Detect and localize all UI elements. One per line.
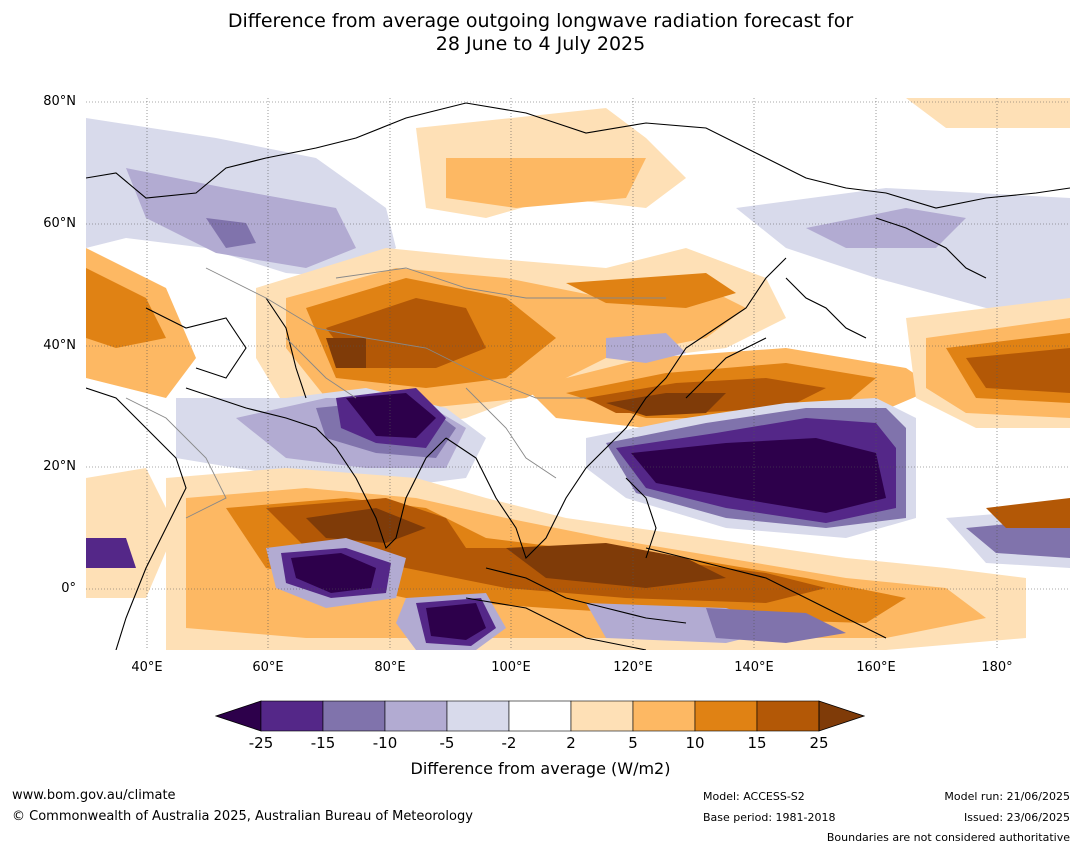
cbar-segment [756, 700, 820, 732]
cbar-tick-m25: -25 [248, 734, 274, 752]
model-run-text: Model run: 21/06/2025 [944, 790, 1070, 803]
cbar-tick-10: 10 [685, 734, 705, 752]
cbar-tick-m5: -5 [439, 734, 455, 752]
olr-anomaly-map [86, 98, 1070, 650]
lon-label-180: 180° [981, 660, 1013, 675]
cbar-segment [632, 700, 696, 732]
lat-label-20n: 20°N [43, 459, 76, 474]
lon-label-140e: 140°E [734, 660, 774, 675]
disclaimer-text: Boundaries are not considered authoritat… [826, 831, 1070, 844]
cbar-tick-25: 25 [809, 734, 829, 752]
cbar-extend-low [215, 700, 262, 732]
cbar-extend-high [818, 700, 865, 732]
lat-label-40n: 40°N [43, 338, 76, 353]
chart-title: Difference from average outgoing longwav… [0, 10, 1081, 56]
lon-label-160e: 160°E [856, 660, 896, 675]
cbar-segment [446, 700, 510, 732]
cbar-tick-m2: -2 [501, 734, 517, 752]
lat-label-80n: 80°N [43, 94, 76, 109]
lon-label-40e: 40°E [131, 660, 163, 675]
colorbar [215, 700, 865, 732]
cbar-segment [570, 700, 634, 732]
borders [125, 267, 666, 519]
lat-label-0: 0° [61, 581, 76, 596]
cbar-segment [260, 700, 324, 732]
cbar-segment [384, 700, 448, 732]
lat-label-60n: 60°N [43, 216, 76, 231]
cbar-tick-5: 5 [628, 734, 638, 752]
cbar-tick-m15: -15 [310, 734, 336, 752]
anomaly-fields [86, 98, 1070, 650]
title-line-2: 28 June to 4 July 2025 [435, 33, 646, 55]
website-text: www.bom.gov.au/climate [12, 788, 176, 803]
lon-label-100e: 100°E [491, 660, 531, 675]
cbar-segment [322, 700, 386, 732]
cbar-tick-m10: -10 [372, 734, 398, 752]
lon-label-60e: 60°E [252, 660, 284, 675]
cbar-segment [508, 700, 572, 732]
lon-label-120e: 120°E [613, 660, 653, 675]
title-line-1: Difference from average outgoing longwav… [227, 10, 854, 32]
model-text: Model: ACCESS-S2 [703, 790, 805, 803]
lon-label-80e: 80°E [374, 660, 406, 675]
cbar-tick-15: 15 [747, 734, 767, 752]
copyright-text: © Commonwealth of Australia 2025, Austra… [12, 809, 473, 824]
issued-text: Issued: 23/06/2025 [963, 811, 1070, 824]
coastlines [86, 102, 1070, 650]
colorbar-label: Difference from average (W/m2) [410, 759, 671, 778]
graticule [86, 98, 1070, 650]
cbar-segment [694, 700, 758, 732]
base-period-text: Base period: 1981-2018 [703, 811, 836, 824]
cbar-tick-2: 2 [566, 734, 576, 752]
